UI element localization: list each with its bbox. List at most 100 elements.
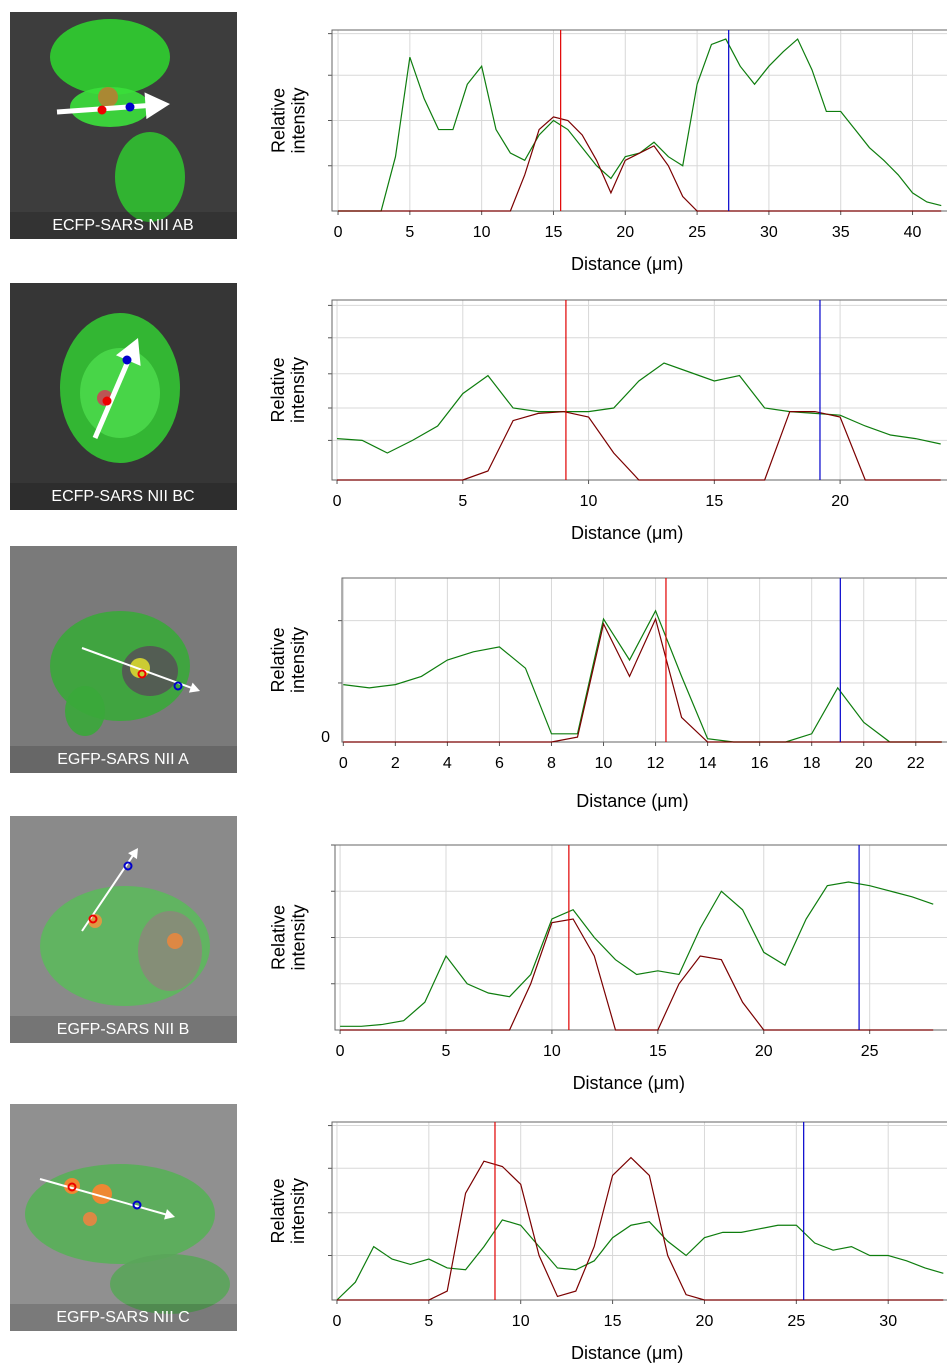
profile-line xyxy=(336,1156,944,1301)
x-tick-label: 35 xyxy=(832,224,850,241)
profile-line xyxy=(340,918,934,1031)
x-tick-label: 2 xyxy=(391,755,400,772)
x-tick-label: 12 xyxy=(647,755,665,772)
cell-region xyxy=(65,686,105,736)
x-axis-label: Distance (μm) xyxy=(571,254,683,274)
image-caption: EGFP-SARS NII B xyxy=(57,1021,189,1038)
y-axis-label: Relative intensity xyxy=(268,626,308,694)
plot-frame xyxy=(341,577,947,743)
cell-region xyxy=(122,646,178,696)
x-tick-label: 6 xyxy=(495,755,504,772)
x-tick-label: 10 xyxy=(595,755,613,772)
y-tick-label: 0 xyxy=(321,729,330,746)
scan-marker xyxy=(132,1200,142,1210)
x-tick-label: 18 xyxy=(803,755,821,772)
nucleolus xyxy=(130,658,150,678)
x-tick-label: 15 xyxy=(649,1043,667,1060)
caption-background xyxy=(10,1304,237,1331)
x-tick-label: 25 xyxy=(787,1313,805,1330)
cell-image: EGFP-SARS NII A xyxy=(10,546,237,773)
scan-marker xyxy=(173,681,183,691)
plot-frame xyxy=(331,29,947,212)
scan-marker xyxy=(137,669,147,679)
profile-line xyxy=(343,617,942,743)
x-tick-label: 0 xyxy=(333,1313,342,1330)
x-tick-label: 16 xyxy=(751,755,769,772)
x-tick-label: 10 xyxy=(543,1043,561,1060)
x-tick-label: 30 xyxy=(760,224,778,241)
profile-line xyxy=(338,38,942,212)
y-axis-label-box: Relative intensity xyxy=(268,356,308,424)
image-caption: ECFP-SARS NII BC xyxy=(51,488,194,505)
cell-image: ECFP-SARS NII BC xyxy=(10,283,237,510)
x-tick-label: 4 xyxy=(443,755,452,772)
scan-line xyxy=(92,353,134,439)
cell-image: EGFP-SARS NII C xyxy=(10,1104,237,1331)
profile-line xyxy=(336,362,941,454)
x-tick-label: 8 xyxy=(547,755,556,772)
x-tick-label: 25 xyxy=(688,224,706,241)
scan-marker xyxy=(102,396,112,406)
scan-arrowhead xyxy=(128,848,138,860)
y-axis-label: Relative intensity xyxy=(268,87,308,154)
scan-arrowhead xyxy=(164,1209,175,1220)
y-axis-label: Relative intensity xyxy=(268,356,308,424)
scan-marker xyxy=(67,1182,77,1192)
scan-marker xyxy=(125,102,135,112)
x-tick-label: 15 xyxy=(545,224,563,241)
x-tick-label: 25 xyxy=(861,1043,879,1060)
scan-line xyxy=(81,647,194,690)
x-axis-label: Distance (μm) xyxy=(573,1073,685,1093)
scan-arrowhead xyxy=(188,682,200,693)
image-caption: EGFP-SARS NII C xyxy=(56,1309,189,1326)
x-tick-label: 20 xyxy=(696,1313,714,1330)
x-axis-label: Distance (μm) xyxy=(576,791,688,811)
cell-region xyxy=(110,1254,230,1314)
profile-line xyxy=(343,609,942,743)
caption-background xyxy=(10,746,237,773)
scan-marker xyxy=(123,861,133,871)
plot-frame xyxy=(331,1121,947,1301)
y-axis-label-box: Relative intensity xyxy=(268,1177,308,1245)
x-tick-label: 10 xyxy=(580,493,598,510)
image-caption: ECFP-SARS NII AB xyxy=(52,217,193,234)
scan-line xyxy=(39,1178,169,1217)
x-tick-label: 5 xyxy=(405,224,414,241)
x-tick-label: 0 xyxy=(333,493,342,510)
profile-line xyxy=(340,881,934,1027)
x-tick-label: 20 xyxy=(616,224,634,241)
nucleolus xyxy=(83,1212,97,1226)
x-tick-label: 40 xyxy=(904,224,922,241)
x-tick-label: 0 xyxy=(336,1043,345,1060)
image-caption: EGFP-SARS NII A xyxy=(57,751,189,768)
x-tick-label: 14 xyxy=(699,755,717,772)
y-axis-label-box: Relative intensity xyxy=(268,626,308,694)
cell-region xyxy=(115,132,185,222)
scan-arrowhead xyxy=(115,338,141,366)
y-axis-label: Relative intensity xyxy=(268,904,308,971)
nucleolus xyxy=(92,1184,112,1204)
cell-region xyxy=(25,1164,215,1264)
nucleolus xyxy=(167,933,183,949)
scan-marker xyxy=(88,914,98,924)
x-tick-label: 20 xyxy=(831,493,849,510)
x-tick-label: 5 xyxy=(424,1313,433,1330)
x-axis-label: Distance (μm) xyxy=(571,1343,683,1363)
x-tick-label: 30 xyxy=(879,1313,897,1330)
scan-marker xyxy=(122,355,132,365)
caption-background xyxy=(10,212,237,239)
x-tick-label: 22 xyxy=(907,755,925,772)
y-axis-label-box: Relative intensity xyxy=(268,87,308,154)
x-tick-label: 20 xyxy=(855,755,873,772)
scan-marker xyxy=(97,105,107,115)
y-axis-label-box: Relative intensity xyxy=(268,904,308,971)
profile-line xyxy=(337,410,941,481)
x-tick-label: 10 xyxy=(473,224,491,241)
y-axis-label: Relative intensity xyxy=(268,1177,308,1245)
profile-line xyxy=(338,116,942,212)
x-tick-label: 0 xyxy=(334,224,343,241)
x-tick-label: 20 xyxy=(755,1043,773,1060)
cell-image: EGFP-SARS NII B xyxy=(10,816,237,1043)
caption-background xyxy=(10,1016,237,1043)
